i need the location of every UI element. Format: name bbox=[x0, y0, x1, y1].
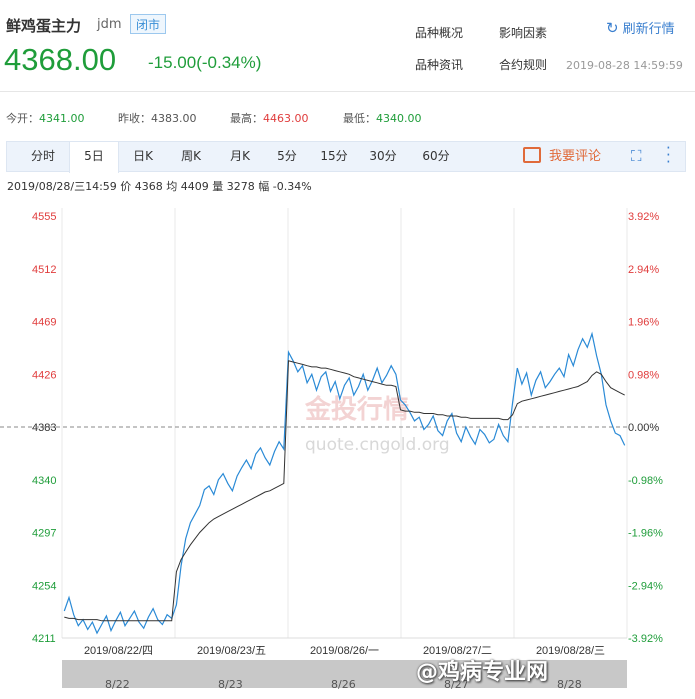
fullscreen-icon[interactable]: ⛶ bbox=[631, 147, 642, 165]
avg-series-line bbox=[64, 360, 625, 622]
price-chart[interactable]: 4555 3.92% 4512 2.94% 4469 1.96% 4426 0.98% 4383… bbox=[0, 200, 695, 660]
instrument-name: 鲜鸡蛋主力 bbox=[6, 17, 82, 35]
last-price: 4368.00 bbox=[4, 42, 117, 77]
x-tick-label: 2019/08/27/二 bbox=[423, 645, 492, 657]
corner-watermark: @鸡病专业网 bbox=[416, 660, 549, 685]
header-divider bbox=[0, 91, 695, 92]
more-menu-icon[interactable]: · · · bbox=[666, 139, 671, 171]
comment-label: 我要评论 bbox=[549, 149, 602, 164]
nav-label: 8/26 bbox=[331, 678, 356, 691]
refresh-button[interactable]: ↻ 刷新行情 bbox=[606, 18, 675, 37]
tab-intraday[interactable]: 分时 bbox=[30, 149, 55, 163]
period-tabs: 分时 5日 日K 周K 月K 5分 15分 30分 60分 我要评论 ⛶ · · · bbox=[6, 139, 686, 173]
watermark-url: quote.cngold.org bbox=[305, 435, 450, 455]
stat-prev-close: 昨收：4383.00 bbox=[118, 112, 197, 125]
stat-low: 最低：4340.00 bbox=[343, 112, 422, 125]
quote-header: 鲜鸡蛋主力 jdm 闭市 4368.00 -15.00(-0.34%) 品种概况… bbox=[0, 0, 695, 100]
y-tick-label: 4297 bbox=[32, 528, 56, 540]
tab-30min[interactable]: 30分 bbox=[369, 149, 397, 163]
refresh-label: 刷新行情 bbox=[622, 22, 675, 37]
pct-tick-label: -3.92% bbox=[628, 633, 663, 645]
nav-label: 8/23 bbox=[218, 678, 243, 691]
tab-daily-k[interactable]: 日K bbox=[133, 149, 153, 163]
pct-tick-label: 3.92% bbox=[628, 211, 659, 223]
y-tick-label: 4254 bbox=[32, 580, 56, 592]
refresh-icon: ↻ bbox=[606, 19, 619, 37]
x-tick-label: 2019/08/22/四 bbox=[84, 645, 153, 657]
edit-icon bbox=[523, 146, 541, 163]
pct-tick-label: 0.98% bbox=[628, 369, 659, 381]
tab-weekly-k[interactable]: 周K bbox=[181, 149, 201, 163]
crosshair-info: 2019/08/28/三14:59 价 4368 均 4409 量 3278 幅… bbox=[7, 180, 312, 193]
tab-monthly-k[interactable]: 月K bbox=[230, 149, 250, 163]
tab-60min[interactable]: 60分 bbox=[422, 149, 450, 163]
pct-tick-label: 1.96% bbox=[628, 317, 659, 329]
price-series-line bbox=[63, 331, 626, 635]
instrument-code: jdm bbox=[97, 17, 122, 32]
pct-tick-label: 2.94% bbox=[628, 264, 659, 276]
timestamp: 2019-08-28 14:59:59 bbox=[566, 59, 683, 72]
x-tick-label: 2019/08/28/三 bbox=[536, 645, 605, 657]
pct-tick-label: -2.94% bbox=[628, 580, 663, 592]
y-tick-label: 4211 bbox=[32, 633, 56, 645]
range-navigator[interactable] bbox=[62, 660, 627, 688]
link-rules[interactable]: 合约规则 bbox=[499, 58, 548, 72]
nav-label: 8/28 bbox=[557, 678, 582, 691]
watermark-brand: 金投行情 bbox=[304, 394, 409, 425]
tab-5min[interactable]: 5分 bbox=[277, 149, 297, 163]
link-factors[interactable]: 影响因素 bbox=[499, 26, 548, 40]
x-tick-label: 2019/08/23/五 bbox=[197, 645, 266, 657]
link-overview[interactable]: 品种概况 bbox=[415, 26, 464, 40]
pct-tick-label: -1.96% bbox=[628, 528, 663, 540]
pct-tick-label: -0.98% bbox=[628, 475, 663, 487]
y-tick-label: 4469 bbox=[32, 317, 56, 329]
price-change: -15.00(-0.34%) bbox=[148, 53, 262, 72]
pct-tick-label: 0.00% bbox=[628, 422, 659, 434]
stat-open: 今开：4341.00 bbox=[6, 112, 85, 125]
y-tick-label: 4555 bbox=[32, 211, 56, 223]
nav-label: 8/22 bbox=[105, 678, 130, 691]
y-tick-label: 4512 bbox=[32, 264, 56, 276]
y-tick-label: 4340 bbox=[32, 475, 56, 487]
comment-button[interactable]: 我要评论 bbox=[523, 142, 601, 171]
y-tick-label: 4426 bbox=[32, 369, 56, 381]
nav-label: 8/27 bbox=[444, 678, 469, 691]
stat-high: 最高：4463.00 bbox=[230, 112, 309, 125]
y-tick-label: 4383 bbox=[32, 422, 56, 434]
tab-5day[interactable]: 5日 bbox=[69, 142, 119, 173]
market-status-badge: 闭市 bbox=[130, 14, 167, 34]
x-tick-label: 2019/08/26/一 bbox=[310, 645, 379, 657]
link-news[interactable]: 品种资讯 bbox=[415, 58, 464, 72]
tab-15min[interactable]: 15分 bbox=[320, 149, 348, 163]
